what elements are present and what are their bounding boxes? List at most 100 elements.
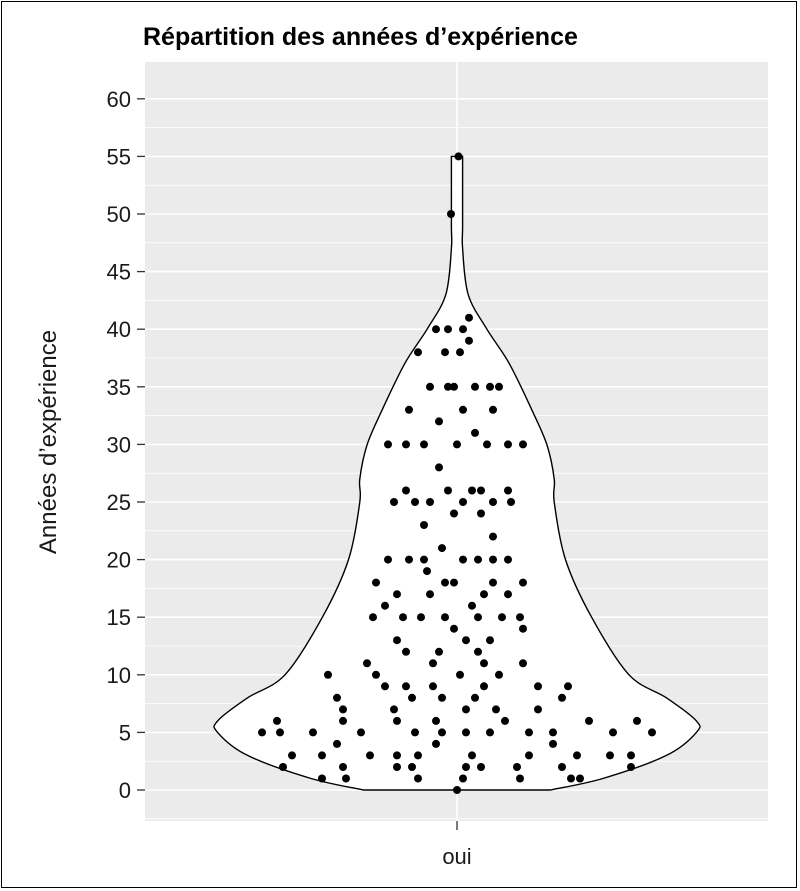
data-point [519, 578, 527, 587]
data-point [456, 670, 464, 679]
data-point [372, 578, 380, 587]
data-point [309, 728, 317, 737]
data-point [501, 716, 509, 725]
data-point [498, 613, 506, 622]
data-point [402, 647, 410, 656]
data-point [453, 440, 461, 449]
data-point [429, 682, 437, 691]
data-point [318, 774, 326, 783]
data-point [471, 693, 479, 702]
data-point [450, 624, 458, 633]
data-point [474, 647, 482, 656]
data-point [288, 751, 296, 760]
data-point [549, 739, 557, 748]
data-point [609, 728, 617, 737]
x-tick-label: oui [442, 844, 471, 869]
data-point [450, 578, 458, 587]
data-point [369, 613, 377, 622]
y-tick-label: 0 [119, 778, 131, 803]
data-point [462, 728, 470, 737]
data-point [519, 659, 527, 668]
data-point [525, 728, 533, 737]
data-point [279, 763, 287, 771]
y-tick-label: 10 [107, 663, 131, 688]
y-tick-label: 40 [107, 317, 131, 342]
data-point [489, 405, 497, 414]
y-axis-label: Années d’expérience [35, 330, 62, 554]
data-point [504, 590, 512, 599]
data-point [426, 498, 434, 506]
data-point [411, 498, 419, 506]
data-point [627, 751, 635, 760]
data-point [393, 716, 401, 725]
data-point [585, 716, 593, 725]
data-point [495, 670, 503, 679]
data-point [456, 348, 464, 357]
data-point [465, 336, 473, 345]
data-point [519, 624, 527, 633]
data-point [573, 751, 581, 760]
violin-shape [213, 155, 701, 791]
data-point [462, 705, 470, 714]
data-point [420, 440, 428, 449]
y-axis-ticks: 0 5 10 15 20 25 30 35 40 45 50 55 60 [107, 87, 145, 803]
data-point [441, 348, 449, 357]
data-point [450, 509, 458, 518]
data-point [504, 555, 512, 564]
data-point [459, 405, 467, 414]
data-point [405, 405, 413, 414]
data-point [258, 728, 266, 737]
data-point [468, 751, 476, 760]
data-point [492, 705, 500, 714]
data-point [489, 578, 497, 587]
data-point [606, 751, 614, 760]
data-point [357, 728, 365, 737]
data-point [411, 728, 419, 737]
data-point [471, 428, 479, 437]
data-point [414, 774, 422, 783]
data-point [454, 152, 463, 161]
data-point [483, 440, 491, 449]
data-point [420, 555, 428, 564]
data-point [372, 670, 380, 679]
data-point [489, 498, 497, 506]
data-point [381, 682, 389, 691]
data-point [426, 590, 434, 599]
data-point [471, 382, 479, 391]
data-point [432, 325, 440, 334]
y-tick-label: 55 [107, 144, 131, 169]
data-point [408, 693, 416, 702]
data-point [402, 440, 410, 449]
data-point [480, 659, 488, 668]
y-tick-label: 5 [119, 720, 131, 745]
data-point [477, 509, 485, 518]
data-point [495, 382, 503, 391]
data-point [441, 613, 449, 622]
data-point [432, 716, 440, 725]
y-tick-label: 30 [107, 432, 131, 457]
data-point [459, 555, 467, 564]
data-point [474, 555, 482, 564]
data-point [465, 313, 473, 322]
data-point [393, 763, 401, 771]
data-point [435, 463, 443, 472]
data-point [417, 613, 425, 622]
data-point [333, 693, 341, 702]
data-point [633, 716, 641, 725]
data-point [438, 728, 446, 737]
data-point [393, 636, 401, 645]
data-point [477, 763, 485, 771]
y-tick-label: 15 [107, 605, 131, 630]
data-point [474, 613, 482, 622]
data-point [339, 763, 347, 771]
data-point [318, 751, 326, 760]
data-point [513, 763, 521, 771]
data-point [462, 763, 470, 771]
y-tick-label: 20 [107, 548, 131, 573]
data-point [444, 382, 452, 391]
data-point [453, 786, 461, 794]
data-point [384, 555, 392, 564]
y-tick-label: 60 [107, 87, 131, 112]
data-points [258, 152, 656, 794]
